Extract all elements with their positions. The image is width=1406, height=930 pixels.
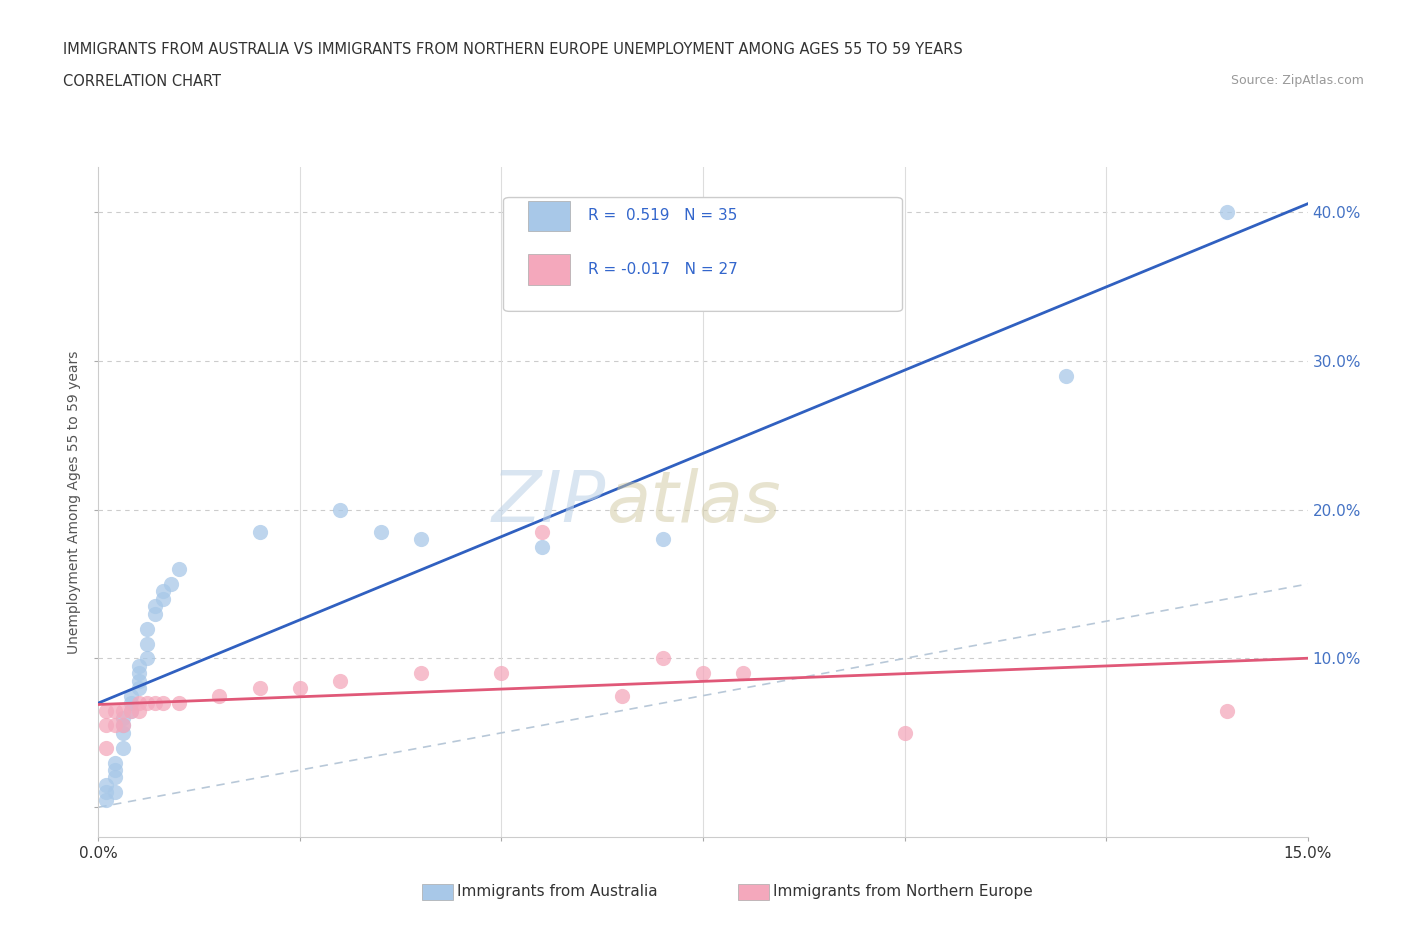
- Point: [103, 755, 125, 770]
- Text: R = -0.017   N = 27: R = -0.017 N = 27: [588, 262, 738, 277]
- Point: [692, 666, 714, 681]
- Point: [1216, 703, 1239, 718]
- Point: [249, 681, 271, 696]
- Y-axis label: Unemployment Among Ages 55 to 59 years: Unemployment Among Ages 55 to 59 years: [67, 351, 82, 654]
- Point: [128, 673, 150, 688]
- Point: [160, 577, 183, 591]
- Bar: [527, 254, 569, 285]
- Point: [111, 718, 134, 733]
- Point: [152, 584, 174, 599]
- Point: [128, 666, 150, 681]
- Point: [103, 763, 125, 777]
- Point: [111, 718, 134, 733]
- Text: Source: ZipAtlas.com: Source: ZipAtlas.com: [1230, 74, 1364, 87]
- Point: [111, 703, 134, 718]
- Point: [143, 599, 166, 614]
- Point: [530, 525, 553, 539]
- FancyBboxPatch shape: [503, 197, 903, 312]
- Point: [1216, 205, 1239, 219]
- Text: Immigrants from Australia: Immigrants from Australia: [457, 884, 658, 899]
- Point: [120, 696, 142, 711]
- Point: [135, 636, 157, 651]
- Point: [111, 725, 134, 740]
- Point: [111, 711, 134, 725]
- Point: [120, 688, 142, 703]
- Text: R =  0.519   N = 35: R = 0.519 N = 35: [588, 208, 738, 223]
- Point: [128, 658, 150, 673]
- Bar: [527, 201, 569, 231]
- Point: [651, 651, 673, 666]
- Point: [167, 562, 190, 577]
- Point: [409, 532, 432, 547]
- Point: [96, 777, 118, 792]
- Point: [96, 740, 118, 755]
- Point: [530, 539, 553, 554]
- Point: [329, 673, 352, 688]
- Point: [143, 696, 166, 711]
- Text: ZIP: ZIP: [492, 468, 606, 537]
- Point: [103, 718, 125, 733]
- Point: [651, 532, 673, 547]
- Point: [103, 785, 125, 800]
- Point: [143, 606, 166, 621]
- Point: [612, 688, 634, 703]
- Point: [135, 696, 157, 711]
- Point: [152, 696, 174, 711]
- Point: [491, 666, 513, 681]
- Point: [329, 502, 352, 517]
- Point: [167, 696, 190, 711]
- Point: [135, 621, 157, 636]
- Point: [249, 525, 271, 539]
- Text: IMMIGRANTS FROM AUSTRALIA VS IMMIGRANTS FROM NORTHERN EUROPE UNEMPLOYMENT AMONG : IMMIGRANTS FROM AUSTRALIA VS IMMIGRANTS …: [63, 42, 963, 57]
- Point: [152, 591, 174, 606]
- Text: atlas: atlas: [606, 468, 780, 537]
- Point: [96, 785, 118, 800]
- Point: [1054, 368, 1077, 383]
- Point: [409, 666, 432, 681]
- Point: [370, 525, 392, 539]
- Point: [128, 696, 150, 711]
- Text: Immigrants from Northern Europe: Immigrants from Northern Europe: [773, 884, 1033, 899]
- Point: [893, 725, 915, 740]
- Point: [96, 792, 118, 807]
- Point: [103, 770, 125, 785]
- Point: [128, 703, 150, 718]
- Point: [120, 703, 142, 718]
- Point: [111, 740, 134, 755]
- Point: [120, 703, 142, 718]
- Point: [733, 666, 755, 681]
- Point: [208, 688, 231, 703]
- Point: [288, 681, 311, 696]
- Point: [96, 703, 118, 718]
- Point: [128, 681, 150, 696]
- Point: [96, 718, 118, 733]
- Point: [135, 651, 157, 666]
- Point: [103, 703, 125, 718]
- Text: CORRELATION CHART: CORRELATION CHART: [63, 74, 221, 89]
